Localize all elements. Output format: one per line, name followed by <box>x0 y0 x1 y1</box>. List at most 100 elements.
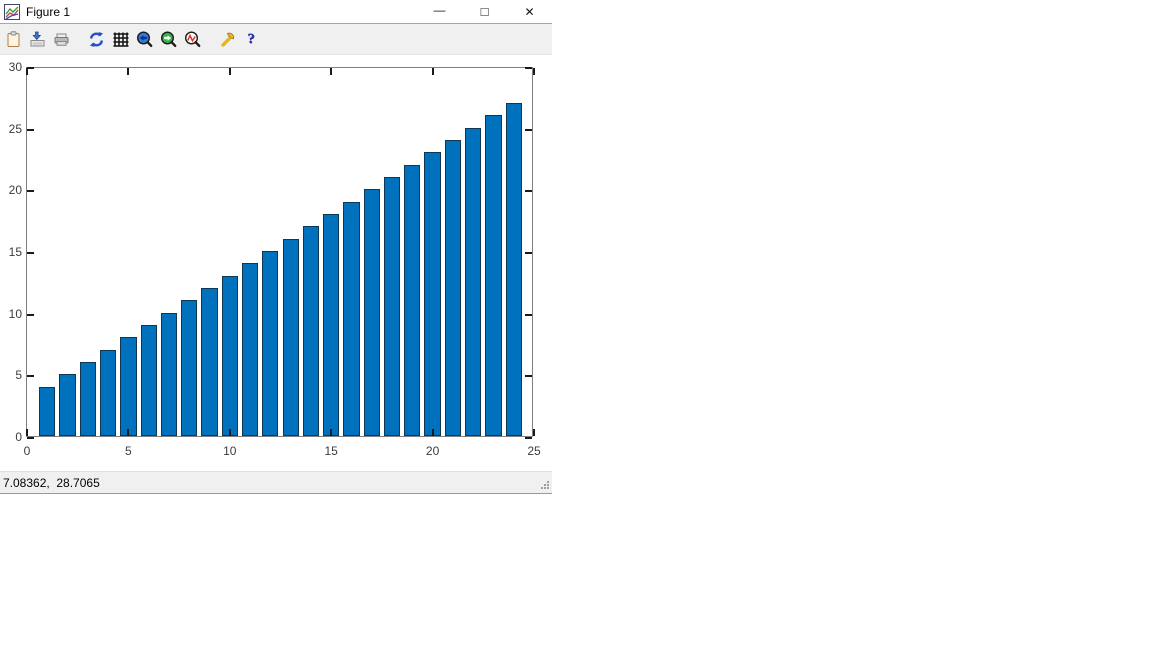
bar <box>181 300 198 436</box>
grid-icon <box>113 32 128 47</box>
x-tick-label: 20 <box>425 444 440 458</box>
x-tick-label: 15 <box>324 444 338 458</box>
bar <box>241 263 259 436</box>
bar <box>59 374 76 436</box>
bar <box>383 177 401 436</box>
y-axis-tick <box>525 375 532 378</box>
bar <box>160 312 178 436</box>
save-icon <box>30 31 44 46</box>
save-button[interactable] <box>26 27 48 51</box>
close-button[interactable]: ✕ <box>507 0 552 23</box>
rotate-button[interactable] <box>85 27 107 51</box>
minimize-icon: — <box>433 2 446 17</box>
maximize-icon: □ <box>480 4 489 19</box>
bar <box>444 140 461 436</box>
plot-area[interactable] <box>26 67 535 439</box>
bar <box>282 238 299 436</box>
y-axis-tick <box>525 437 532 439</box>
bar <box>343 201 360 436</box>
y-axis-tick <box>27 128 34 131</box>
resize-grip-icon[interactable] <box>541 481 550 490</box>
x-axis-tick <box>228 429 231 436</box>
x-axis-tick <box>26 429 28 436</box>
y-tick-label: 5 <box>15 368 22 383</box>
bar <box>323 214 340 436</box>
y-tick-label: 20 <box>8 183 22 198</box>
bar <box>465 127 482 436</box>
bar <box>262 251 279 436</box>
clipboard-icon <box>7 30 19 47</box>
close-icon: ✕ <box>524 4 535 19</box>
y-axis-tick <box>525 313 532 316</box>
y-axis-tick <box>27 252 34 254</box>
print-button[interactable] <box>50 27 72 51</box>
bar <box>302 226 320 436</box>
bar <box>404 164 421 436</box>
figure-app-icon <box>4 3 20 20</box>
caption-buttons: — □ ✕ <box>417 0 552 23</box>
rotate-icon <box>89 31 103 47</box>
bar <box>100 349 117 436</box>
titlebar[interactable]: Figure 1 — □ ✕ <box>0 0 552 23</box>
x-axis-tick <box>127 68 130 75</box>
figure-toolbar: ? <box>0 23 552 55</box>
y-axis-tick <box>27 190 34 193</box>
y-axis-tick <box>525 67 532 69</box>
x-axis-tick <box>228 68 231 75</box>
y-axis-tick <box>27 313 34 316</box>
autoscale-button[interactable] <box>181 27 203 51</box>
x-tick-label: 0 <box>23 444 31 458</box>
figure-canvas: 0 5 10 15 20 25 0 5 10 15 20 25 30 <box>0 55 552 471</box>
bar <box>424 152 441 436</box>
y-axis-tick <box>525 128 532 131</box>
cursor-coordinates: 7.08362, 28.7065 <box>3 475 100 490</box>
y-tick-label: 15 <box>8 245 22 259</box>
bar <box>363 189 380 436</box>
x-axis-tick <box>127 429 130 436</box>
bar <box>201 288 218 436</box>
tools-icon <box>220 32 234 47</box>
y-axis-tick <box>27 67 34 69</box>
statusbar: 7.08362, 28.7065 <box>0 471 552 494</box>
grid-button[interactable] <box>109 27 131 51</box>
zoom-in-icon <box>160 30 176 47</box>
y-axis-tick <box>27 437 34 439</box>
x-axis-tick <box>431 429 434 436</box>
clipboard-button[interactable] <box>2 27 24 51</box>
zoom-in-button[interactable] <box>157 27 179 51</box>
x-axis-tick <box>533 429 535 436</box>
x-tick-label: 25 <box>527 444 541 458</box>
x-axis-tick <box>431 68 434 75</box>
x-tick-label: 5 <box>125 444 132 458</box>
zoom-out-button[interactable] <box>133 27 155 51</box>
y-tick-label: 30 <box>8 60 22 74</box>
bar <box>221 275 238 436</box>
y-axis-tick <box>525 190 532 193</box>
zoom-out-icon <box>136 30 152 47</box>
bar <box>120 337 137 436</box>
x-axis-tick <box>533 68 535 75</box>
bar <box>39 386 56 436</box>
y-axis-tick <box>27 375 34 378</box>
help-button[interactable]: ? <box>240 27 262 51</box>
minimize-button[interactable]: — <box>417 0 462 23</box>
x-tick-label: 10 <box>223 444 237 458</box>
bar <box>485 115 502 436</box>
window-title: Figure 1 <box>26 4 71 19</box>
bar <box>79 362 96 436</box>
tools-button[interactable] <box>216 27 238 51</box>
maximize-button[interactable]: □ <box>462 0 507 23</box>
x-axis-tick <box>26 68 28 75</box>
y-tick-label: 25 <box>8 121 22 136</box>
autoscale-icon <box>184 30 200 47</box>
help-icon: ? <box>247 30 255 47</box>
y-tick-label: 10 <box>8 306 22 321</box>
x-axis-tick <box>330 68 333 75</box>
y-tick-label: 0 <box>15 430 22 444</box>
print-icon <box>54 33 68 46</box>
y-axis-tick <box>525 252 532 254</box>
x-axis-tick <box>330 429 333 436</box>
bar <box>505 103 522 436</box>
figure-window: Figure 1 — □ ✕ <box>0 0 552 494</box>
bar <box>140 325 157 436</box>
